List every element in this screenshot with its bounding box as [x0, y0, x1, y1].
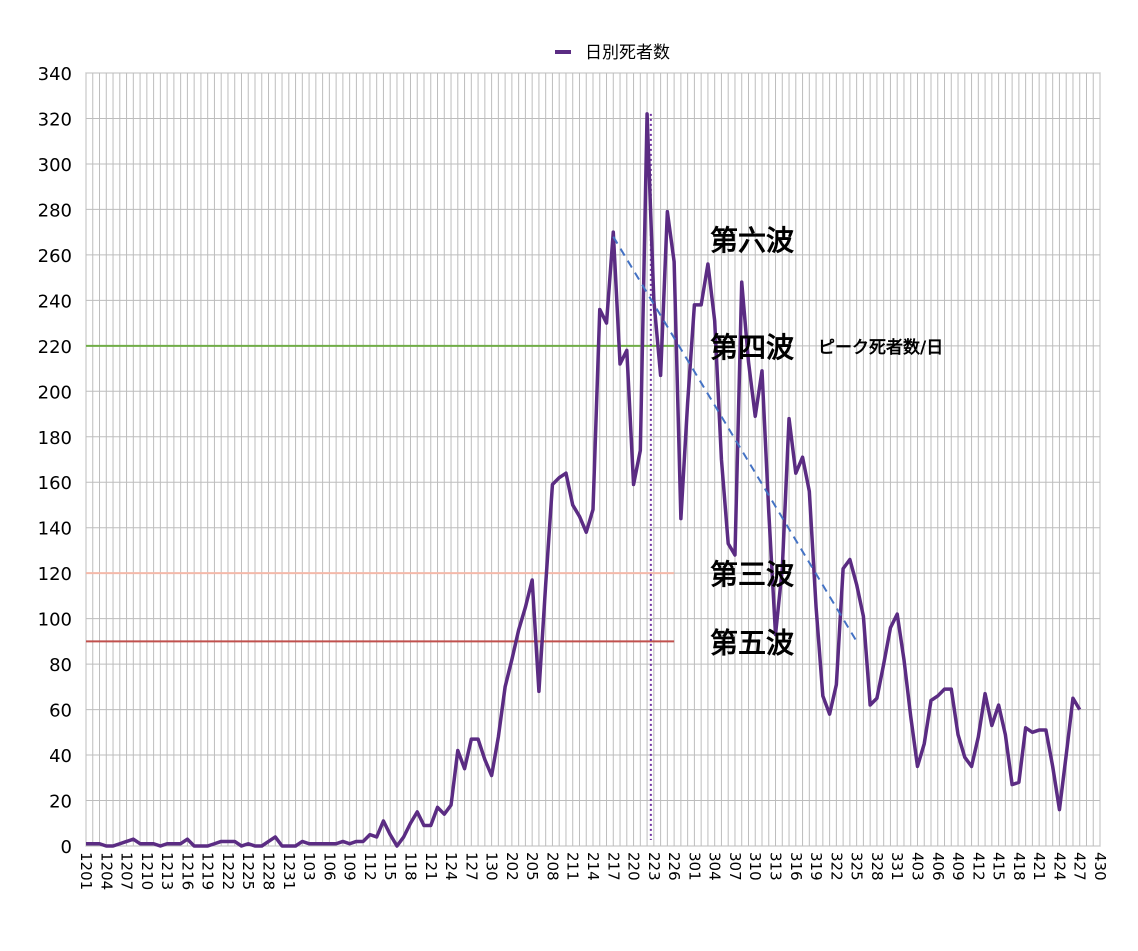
x-tick-label: 1204 [97, 852, 115, 890]
x-tick-label: 424 [1050, 852, 1068, 881]
legend-label: 日別死者数 [585, 43, 670, 63]
y-tick-label: 140 [38, 519, 72, 540]
x-tick-label: 106 [320, 852, 338, 881]
x-tick-label: 217 [604, 852, 622, 881]
x-tick-label: 1228 [260, 852, 278, 890]
y-tick-label: 240 [38, 291, 72, 312]
y-tick-label: 200 [38, 382, 72, 403]
trend-line [612, 236, 858, 642]
y-tick-label: 60 [49, 701, 72, 722]
x-tick-label: 205 [523, 852, 541, 881]
x-tick-label: 331 [888, 852, 906, 881]
y-tick-label: 220 [38, 337, 72, 358]
x-tick-label: 1213 [158, 852, 176, 890]
y-tick-label: 260 [38, 246, 72, 267]
x-tick-label: 322 [827, 852, 845, 881]
x-tick-label: 421 [1030, 852, 1048, 881]
y-tick-label: 20 [49, 792, 72, 813]
wave-label: 第四波 [710, 331, 795, 364]
x-tick-label: 430 [1091, 852, 1109, 881]
x-tick-label: 301 [685, 852, 703, 881]
x-tick-label: 1222 [219, 852, 237, 890]
x-tick-label: 1207 [118, 852, 136, 890]
x-tick-label: 313 [767, 852, 785, 881]
y-tick-label: 180 [38, 428, 72, 449]
x-tick-label: 406 [929, 852, 947, 881]
y-tick-label: 100 [38, 610, 72, 631]
x-tick-label: 127 [462, 852, 480, 881]
x-tick-label: 328 [868, 852, 886, 881]
x-tick-label: 415 [990, 852, 1008, 881]
x-tick-label: 1201 [77, 852, 95, 890]
y-tick-label: 0 [61, 837, 72, 858]
y-tick-label: 280 [38, 200, 72, 221]
peak-note: ピーク死者数/日 [818, 337, 943, 358]
y-tick-label: 160 [38, 473, 72, 494]
x-tick-label: 130 [483, 852, 501, 881]
x-tick-label: 109 [341, 852, 359, 881]
x-tick-label: 202 [503, 852, 521, 881]
y-tick-label: 40 [49, 746, 72, 767]
x-tick-label: 307 [726, 852, 744, 881]
x-tick-label: 103 [300, 852, 318, 881]
x-tick-label: 208 [543, 852, 561, 881]
x-tick-label: 427 [1071, 852, 1089, 881]
y-tick-label: 80 [49, 655, 72, 676]
x-tick-label: 124 [442, 852, 460, 881]
x-tick-label: 304 [706, 852, 724, 881]
x-tick-label: 412 [969, 852, 987, 881]
x-tick-label: 1225 [239, 852, 257, 890]
x-tick-label: 316 [787, 852, 805, 881]
x-tick-label: 223 [645, 852, 663, 881]
y-tick-label: 120 [38, 564, 72, 585]
x-tick-label: 112 [361, 852, 379, 881]
wave-label: 第五波 [710, 626, 795, 659]
x-tick-label: 1231 [280, 852, 298, 890]
wave-label: 第三波 [710, 558, 795, 591]
wave-label: 第六波 [710, 224, 795, 257]
y-tick-label: 300 [38, 155, 72, 176]
y-tick-label: 320 [38, 109, 72, 130]
x-tick-label: 115 [381, 852, 399, 881]
x-tick-label: 409 [949, 852, 967, 881]
x-tick-label: 220 [625, 852, 643, 881]
x-tick-label: 226 [665, 852, 683, 881]
x-tick-label: 214 [584, 852, 602, 881]
x-tick-label: 403 [908, 852, 926, 881]
x-tick-label: 1216 [178, 852, 196, 890]
x-tick-label: 418 [1010, 852, 1028, 881]
series-line [86, 112, 1082, 848]
x-tick-label: 118 [401, 852, 419, 881]
x-tick-label: 1210 [138, 852, 156, 890]
x-tick-label: 310 [746, 852, 764, 881]
x-tick-label: 121 [422, 852, 440, 881]
x-tick-label: 325 [848, 852, 866, 881]
x-tick-label: 211 [564, 852, 582, 881]
y-tick-label: 340 [38, 64, 72, 85]
x-tick-label: 1219 [199, 852, 217, 890]
x-tick-label: 319 [807, 852, 825, 881]
